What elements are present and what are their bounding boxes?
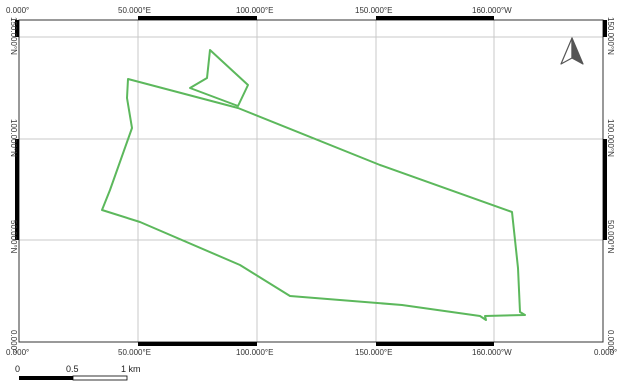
y-tick-label-left: 150.000°N [9,17,18,55]
y-tick-label-right: 0.000° [606,330,615,353]
x-tick-label-bottom: 100.000°E [236,348,273,357]
border-bar-right [603,139,607,240]
map-area [19,20,603,342]
north-arrow-icon [560,37,584,65]
graticule [19,20,603,342]
border-bar-top [376,16,494,20]
scale-bar-segment-black [19,376,73,380]
border-bar-top [138,16,257,20]
y-tick-label-left: 100.000°N [9,119,18,157]
y-tick-label-left: 0.000° [9,330,18,353]
scale-label-half: 0.5 [66,364,79,374]
frame-border-bars [15,16,607,346]
x-tick-label-top: 150.000°E [355,6,392,15]
x-tick-label-bottom: 50.000°E [118,348,151,357]
border-bar-bottom [138,342,257,346]
scale-bar: 0 0.5 1 km [15,364,141,381]
x-tick-label-bottom: 150.000°E [355,348,392,357]
y-tick-label-right: 50.000°N [606,220,615,254]
border-bar-left [15,139,19,240]
y-tick-label-right: 100.000°N [606,119,615,157]
x-tick-label-top: 160.000°W [472,6,512,15]
border-bar-bottom [376,342,494,346]
x-tick-label-top: 100.000°E [236,6,273,15]
x-tick-label-top: 0.000° [6,6,29,15]
y-tick-label-left: 50.000°N [9,220,18,254]
x-tick-label-bottom: 160.000°W [472,348,512,357]
border-bar-left [15,20,19,37]
border-bar-right [603,20,607,37]
y-tick-label-right: 150.000°N [606,17,615,55]
scale-label-0: 0 [15,364,20,374]
x-tick-label-bottom: 0.000° [594,348,617,357]
x-tick-label-top: 50.000°E [118,6,151,15]
scale-label-1km: 1 km [121,364,141,374]
parcel-boundary-north [189,49,249,107]
scale-bar-segment-white [72,375,128,381]
parcel-boundary-main [101,78,526,321]
x-tick-label-bottom: 0.000° [6,348,29,357]
